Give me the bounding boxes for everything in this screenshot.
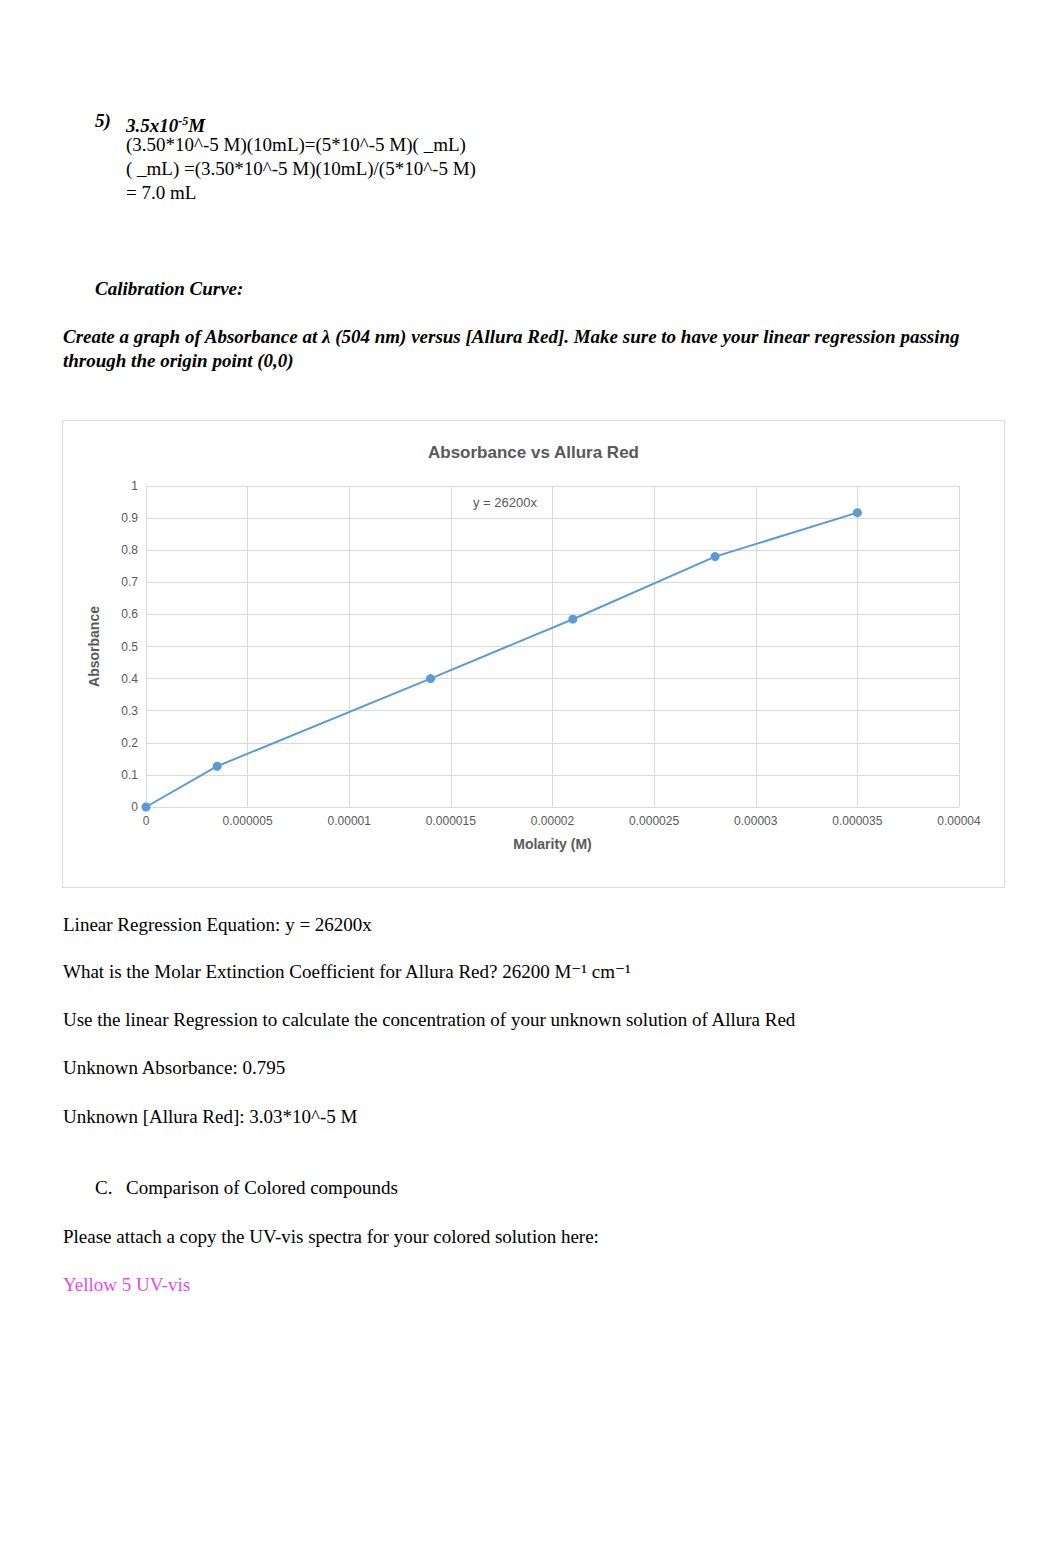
svg-text:0.000005: 0.000005 bbox=[223, 814, 273, 828]
svg-text:0.6: 0.6 bbox=[121, 607, 138, 621]
svg-text:0: 0 bbox=[143, 814, 150, 828]
html-text:5): 5) bbox=[95, 110, 111, 131]
svg-text:0.00003: 0.00003 bbox=[734, 814, 778, 828]
svg-text:0: 0 bbox=[131, 800, 138, 814]
svg-text:y = 26200x: y = 26200x bbox=[473, 495, 537, 510]
html-text:Create a graph of Absorbance a: Create a graph of Absorbance at λ (504 n… bbox=[63, 326, 960, 371]
svg-text:Absorbance vs Allura Red: Absorbance vs Allura Red bbox=[428, 443, 639, 462]
html-text:Yellow 5 UV-vis: Yellow 5 UV-vis bbox=[63, 1274, 191, 1295]
svg-text:0.00001: 0.00001 bbox=[328, 814, 372, 828]
svg-text:Absorbance: Absorbance bbox=[86, 606, 102, 687]
svg-text:0.7: 0.7 bbox=[121, 575, 138, 589]
html-text:Comparison of Colored compound: Comparison of Colored compounds bbox=[126, 1177, 398, 1198]
html-text:Unknown [Allura Red]: 3.03*10^: Unknown [Allura Red]: 3.03*10^-5 M bbox=[63, 1106, 358, 1127]
svg-text:0.3: 0.3 bbox=[121, 704, 138, 718]
svg-text:0.2: 0.2 bbox=[121, 736, 138, 750]
svg-text:0.9: 0.9 bbox=[121, 511, 138, 525]
html-text:( _mL) =(3.50*10^-5 M)(10mL)/(: ( _mL) =(3.50*10^-5 M)(10mL)/(5*10^-5 M) bbox=[126, 158, 476, 179]
svg-text:0.4: 0.4 bbox=[121, 672, 138, 686]
html-text:3.5x10-5M: 3.5x10-5M bbox=[126, 114, 206, 137]
svg-text:0.000035: 0.000035 bbox=[832, 814, 882, 828]
html-text:C.: C. bbox=[95, 1177, 113, 1198]
html-text:Calibration Curve:: Calibration Curve: bbox=[95, 278, 244, 299]
svg-text:0.5: 0.5 bbox=[121, 640, 138, 654]
html-text:Unknown Absorbance: 0.795: Unknown Absorbance: 0.795 bbox=[63, 1057, 286, 1078]
svg-text:0.00004: 0.00004 bbox=[937, 814, 981, 828]
svg-text:1: 1 bbox=[131, 479, 138, 493]
svg-text:0.8: 0.8 bbox=[121, 543, 138, 557]
html-text:Please attach a copy the UV-vi: Please attach a copy the UV-vis spectra … bbox=[63, 1226, 599, 1247]
svg-text:0.000015: 0.000015 bbox=[426, 814, 476, 828]
svg-text:0.00002: 0.00002 bbox=[531, 814, 575, 828]
html-text:Use the linear Regression to c: Use the linear Regression to calculate t… bbox=[63, 1009, 796, 1030]
html-text:What is the Molar Extinction C: What is the Molar Extinction Coefficient… bbox=[63, 961, 631, 982]
html-text:Linear Regression Equation: y: Linear Regression Equation: y = 26200x bbox=[63, 914, 372, 935]
html-text:(3.50*10^-5 M)(10mL)=(5*10^-5: (3.50*10^-5 M)(10mL)=(5*10^-5 M)( _mL) bbox=[126, 134, 466, 155]
svg-text:0.1: 0.1 bbox=[121, 768, 138, 782]
html-text:= 7.0 mL: = 7.0 mL bbox=[126, 182, 197, 203]
svg-text:Molarity (M): Molarity (M) bbox=[513, 836, 592, 852]
svg-text:0.000025: 0.000025 bbox=[629, 814, 679, 828]
